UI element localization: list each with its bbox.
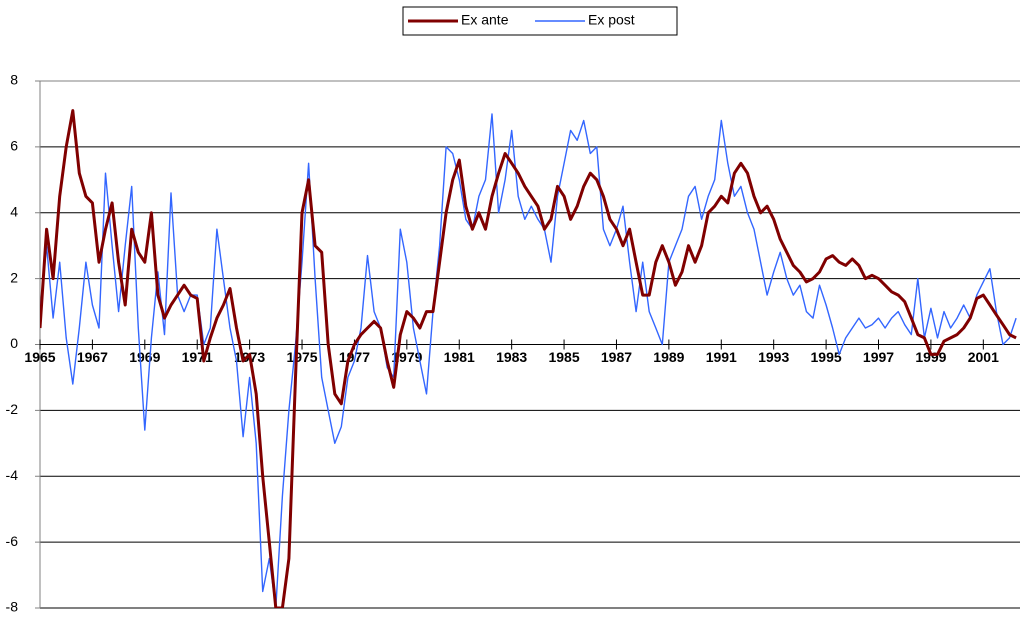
y-tick-label: 2	[10, 269, 18, 285]
y-tick-label: 4	[10, 203, 18, 219]
x-tick-label: 1985	[548, 349, 579, 365]
x-tick-label: 1993	[758, 349, 789, 365]
x-tick-label: 1991	[706, 349, 737, 365]
x-tick-label: 2001	[968, 349, 999, 365]
y-tick-label: 8	[10, 72, 18, 88]
x-tick-label: 1971	[182, 349, 213, 365]
x-tick-label: 1997	[863, 349, 894, 365]
y-tick-label: -6	[6, 533, 19, 549]
x-tick-label: 1983	[496, 349, 527, 365]
x-tick-label: 1969	[129, 349, 160, 365]
line-series	[40, 109, 1017, 608]
x-tick-label: 1987	[601, 349, 632, 365]
x-tick-label: 1965	[24, 349, 55, 365]
plot-area	[40, 109, 1017, 608]
x-tick-label: 1995	[811, 349, 842, 365]
legend-label: Ex post	[588, 12, 635, 28]
y-tick-label: 6	[10, 138, 18, 154]
x-tick-label: 1989	[653, 349, 684, 365]
y-tick-label: -4	[6, 467, 19, 483]
x-tick-label: 1967	[77, 349, 108, 365]
x-tick-label: 1975	[286, 349, 317, 365]
y-tick-label: 0	[10, 335, 18, 351]
y-tick-label: -8	[6, 599, 19, 615]
x-tick-label: 1981	[444, 349, 475, 365]
y-tick-label: -2	[6, 401, 19, 417]
legend-label: Ex ante	[461, 12, 509, 28]
